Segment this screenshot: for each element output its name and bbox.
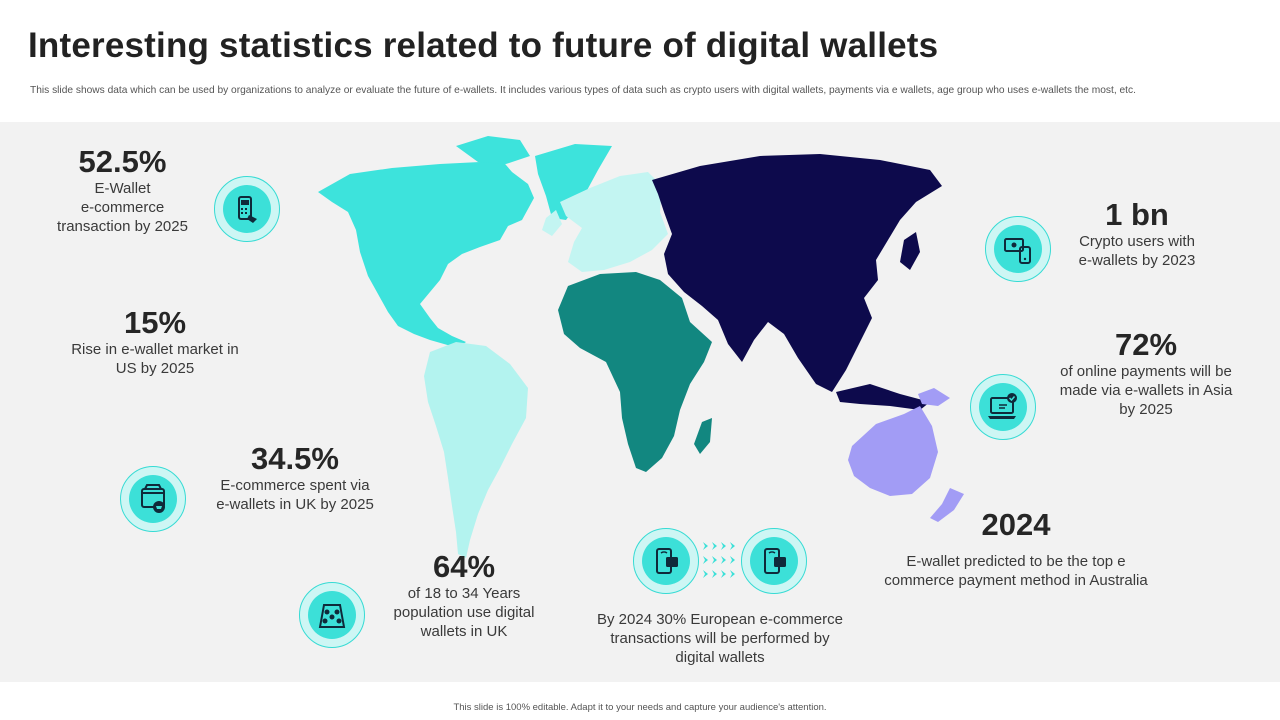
- arctic-islands-region: [456, 136, 530, 164]
- stat-uk-age: 64% of 18 to 34 Years population use dig…: [384, 550, 544, 641]
- stat-asia: 72% of online payments will be made via …: [1046, 328, 1246, 419]
- stat-value: 64%: [432, 549, 496, 584]
- chevron-arrows-icon: [703, 542, 735, 578]
- stat-value: 52.5%: [78, 144, 167, 179]
- stat-line: By 2024 30% European e-commerce: [597, 611, 843, 628]
- stat-value: 15%: [123, 305, 187, 340]
- australia-region: [848, 406, 938, 496]
- madagascar-region: [694, 418, 712, 454]
- stat-value: 1 bn: [1105, 197, 1169, 232]
- stat-line: transactions will be performed by: [610, 630, 830, 647]
- stat-line: wallets in UK: [420, 623, 508, 640]
- stat-line: E-commerce spent via: [220, 477, 370, 494]
- stat-crypto: 1 bn Crypto users with e-wallets by 2023: [1060, 198, 1214, 270]
- stat-line: Crypto users with: [1079, 233, 1195, 250]
- page-subtitle: This slide shows data which can be used …: [30, 85, 1136, 96]
- stat-line: of 18 to 34 Years: [407, 585, 521, 602]
- africa-region: [558, 272, 712, 472]
- stat-line: e-commerce: [80, 199, 165, 216]
- stat-line: Rise in e-wallet market in: [71, 341, 239, 358]
- stat-ecommerce: 52.5% E-Wallet e-commerce transaction by…: [40, 145, 205, 236]
- stat-line: e-wallets in UK by 2025: [216, 496, 374, 513]
- north-america-region: [318, 158, 534, 348]
- europe-region: [560, 172, 668, 272]
- stat-line: E-Wallet: [94, 180, 151, 197]
- south-america-region: [424, 342, 528, 558]
- greenland-region: [535, 144, 612, 220]
- japan-region: [900, 232, 920, 270]
- stat-line: by 2025: [1119, 401, 1173, 418]
- stat-value: 72%: [1114, 327, 1178, 362]
- stat-value: 34.5%: [251, 441, 339, 476]
- stat-line: population use digital: [393, 604, 535, 621]
- card-terminal-icon: [214, 176, 280, 242]
- indonesia-region: [836, 384, 930, 410]
- uk-region: [542, 210, 562, 236]
- stat-line: e-wallets by 2023: [1078, 252, 1196, 269]
- page-title: Interesting statistics related to future…: [28, 26, 939, 65]
- stat-line: commerce payment method in Australia: [884, 572, 1148, 589]
- stat-line: of online payments will be: [1060, 363, 1232, 380]
- stat-value: 2024: [981, 507, 1051, 542]
- stat-line: US by 2025: [115, 360, 195, 377]
- stat-us-market: 15% Rise in e-wallet market in US by 202…: [40, 306, 270, 378]
- stat-australia: 2024 E-wallet predicted to be the top e …: [866, 508, 1166, 590]
- mobile-wallet-icon: [633, 528, 699, 594]
- stat-uk-spent: 34.5% E-commerce spent via e-wallets in …: [185, 442, 405, 514]
- crypto-wallet-icon: [985, 216, 1051, 282]
- footer-note: This slide is 100% editable. Adapt it to…: [453, 702, 827, 713]
- stat-line: transaction by 2025: [57, 218, 188, 235]
- new-guinea-region: [918, 388, 950, 406]
- people-group-icon: [299, 582, 365, 648]
- new-zealand-region: [930, 488, 964, 522]
- asia-region: [652, 154, 942, 392]
- laptop-payment-icon: [970, 374, 1036, 440]
- stat-line: E-wallet predicted to be the top e: [906, 553, 1126, 570]
- stat-line: digital wallets: [675, 649, 765, 666]
- stat-europe: By 2024 30% European e-commerce transact…: [575, 610, 865, 667]
- stat-line: made via e-wallets in Asia: [1059, 382, 1233, 399]
- world-map: [318, 136, 964, 558]
- mobile-wallet-icon: [741, 528, 807, 594]
- online-shop-icon: [120, 466, 186, 532]
